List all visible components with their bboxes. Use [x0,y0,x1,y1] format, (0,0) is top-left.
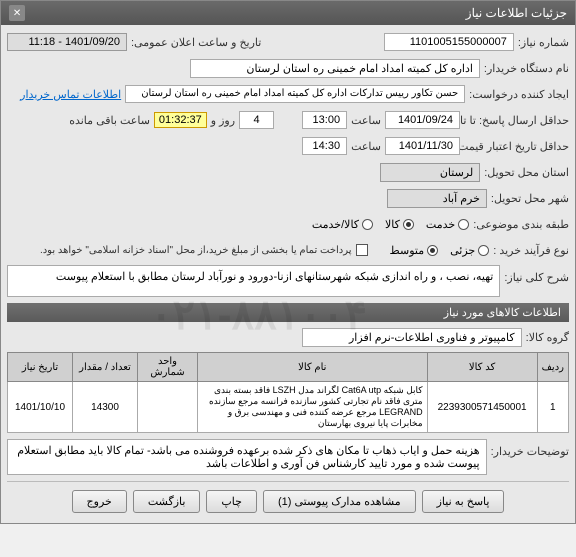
announce-label: تاریخ و ساعت اعلان عمومی: [131,36,261,49]
respond-button[interactable]: پاسخ به نیاز [422,490,505,513]
cell-qty: 14300 [73,382,138,433]
buyer-notes-label: توضیحات خریدار: [491,439,569,458]
validity-time-field: 14:30 [302,137,347,155]
table-row: 1 2239300571450001 کابل شبکه Cat6A utp ل… [8,382,569,433]
buyer-notes-text: هزینه حمل و ایاب ذهاب تا مکان های ذکر شد… [7,439,487,475]
radio-medium[interactable]: متوسط [390,244,439,257]
remaining-label: ساعت باقی مانده [69,114,150,127]
radio-service-label: خدمت [426,218,455,231]
time-label-2: ساعت [351,140,381,153]
radio-icon [478,245,489,256]
goods-group-field: کامپیوتر و فناوری اطلاعات-نرم افزار [302,328,522,347]
radio-icon [427,245,438,256]
th-code: کد کالا [427,353,537,382]
validity-date-field: 1401/11/30 [385,137,460,155]
validity-label: حداقل تاریخ اعتبار قیمت: تا تاریخ: [464,140,569,153]
niaz-number-field: 1101005155000007 [384,33,514,51]
section-goods-header: اطلاعات کالاهای مورد نیاز [7,303,569,322]
content-area: شماره نیاز: 1101005155000007 تاریخ و ساع… [1,25,575,523]
niaz-number-label: شماره نیاز: [518,36,569,49]
payment-checkbox[interactable] [356,244,368,256]
desc-label: شرح کلی نیاز: [504,265,569,284]
radio-icon [403,219,414,230]
announce-field: 1401/09/20 - 11:18 [7,33,127,51]
goods-group-label: گروه کالا: [526,331,569,344]
button-row: پاسخ به نیاز مشاهده مدارک پیوستی (1) چاپ… [7,481,569,517]
window-title: جزئیات اطلاعات نیاز [466,6,567,20]
radio-goods-service-label: کالا/خدمت [312,218,359,231]
th-unit: واحد شمارش [138,353,198,382]
main-window: جزئیات اطلاعات نیاز ✕ شماره نیاز: 110100… [0,0,576,524]
requester-label: ایجاد کننده درخواست: [469,88,569,101]
deadline-time-field: 13:00 [302,111,347,129]
buyer-label: نام دستگاه خریدار: [484,62,569,75]
cell-row: 1 [537,382,568,433]
contact-link[interactable]: اطلاعات تماس خریدار [20,88,121,101]
city-field: خرم آباد [387,189,487,208]
city-label: شهر محل تحویل: [491,192,569,205]
th-row: ردیف [537,353,568,382]
radio-service[interactable]: خدمت [426,218,469,231]
cell-code: 2239300571450001 [427,382,537,433]
radio-small[interactable]: جزئی [450,244,489,257]
radio-goods[interactable]: کالا [385,218,414,231]
payment-note: پرداخت تمام یا بخشی از مبلغ خرید،از محل … [40,245,352,256]
time-label-1: ساعت [351,114,381,127]
radio-goods-label: کالا [385,218,400,231]
category-label: طبقه بندی موضوعی: [473,218,569,231]
process-label: نوع فرآیند خرید : [493,244,569,257]
attachments-button[interactable]: مشاهده مدارک پیوستی (1) [263,490,416,513]
goods-table: ردیف کد کالا نام کالا واحد شمارش تعداد /… [7,352,569,433]
radio-small-label: جزئی [450,244,475,257]
cell-unit [138,382,198,433]
title-bar: جزئیات اطلاعات نیاز ✕ [1,1,575,25]
th-qty: تعداد / مقدار [73,353,138,382]
time-remaining-field: 01:32:37 [154,112,207,128]
days-label: روز و [211,114,235,127]
province-field: لرستان [380,163,480,182]
category-radio-group: خدمت کالا کالا/خدمت [312,218,469,231]
deadline-date-field: 1401/09/24 [385,111,460,129]
requester-field: حسن تکاور رییس تدارکات اداره کل کمیته ام… [125,85,465,103]
days-remaining-field: 4 [239,111,274,129]
process-radio-group: جزئی متوسط [390,244,490,257]
province-label: استان محل تحویل: [484,166,569,179]
th-date: تاریخ نیاز [8,353,73,382]
deadline-label: حداقل ارسال پاسخ: تا تاریخ: [464,114,569,127]
radio-medium-label: متوسط [390,244,425,257]
desc-text: تهیه، نصب ، و راه اندازی شبکه شهرستانهای… [7,265,500,297]
cell-name: کابل شبکه Cat6A utp لگراند مدل LSZH فاقد… [198,382,428,433]
radio-goods-service[interactable]: کالا/خدمت [312,218,373,231]
close-icon[interactable]: ✕ [9,5,25,21]
exit-button[interactable]: خروج [72,490,127,513]
th-name: نام کالا [198,353,428,382]
buyer-field: اداره کل کمیته امداد امام خمینی ره استان… [190,59,480,78]
radio-icon [362,219,373,230]
back-button[interactable]: بازگشت [133,490,201,513]
cell-date: 1401/10/10 [8,382,73,433]
radio-icon [458,219,469,230]
print-button[interactable]: چاپ [206,490,257,513]
